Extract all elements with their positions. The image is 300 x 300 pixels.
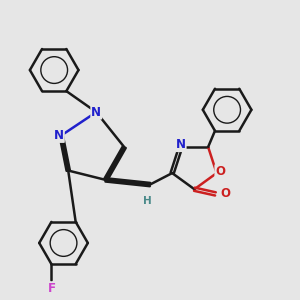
Text: O: O — [215, 165, 225, 178]
Text: N: N — [176, 138, 186, 151]
Text: N: N — [91, 106, 101, 118]
Text: N: N — [54, 129, 64, 142]
Text: F: F — [47, 282, 56, 295]
Text: H: H — [143, 196, 152, 206]
Text: O: O — [221, 188, 231, 200]
